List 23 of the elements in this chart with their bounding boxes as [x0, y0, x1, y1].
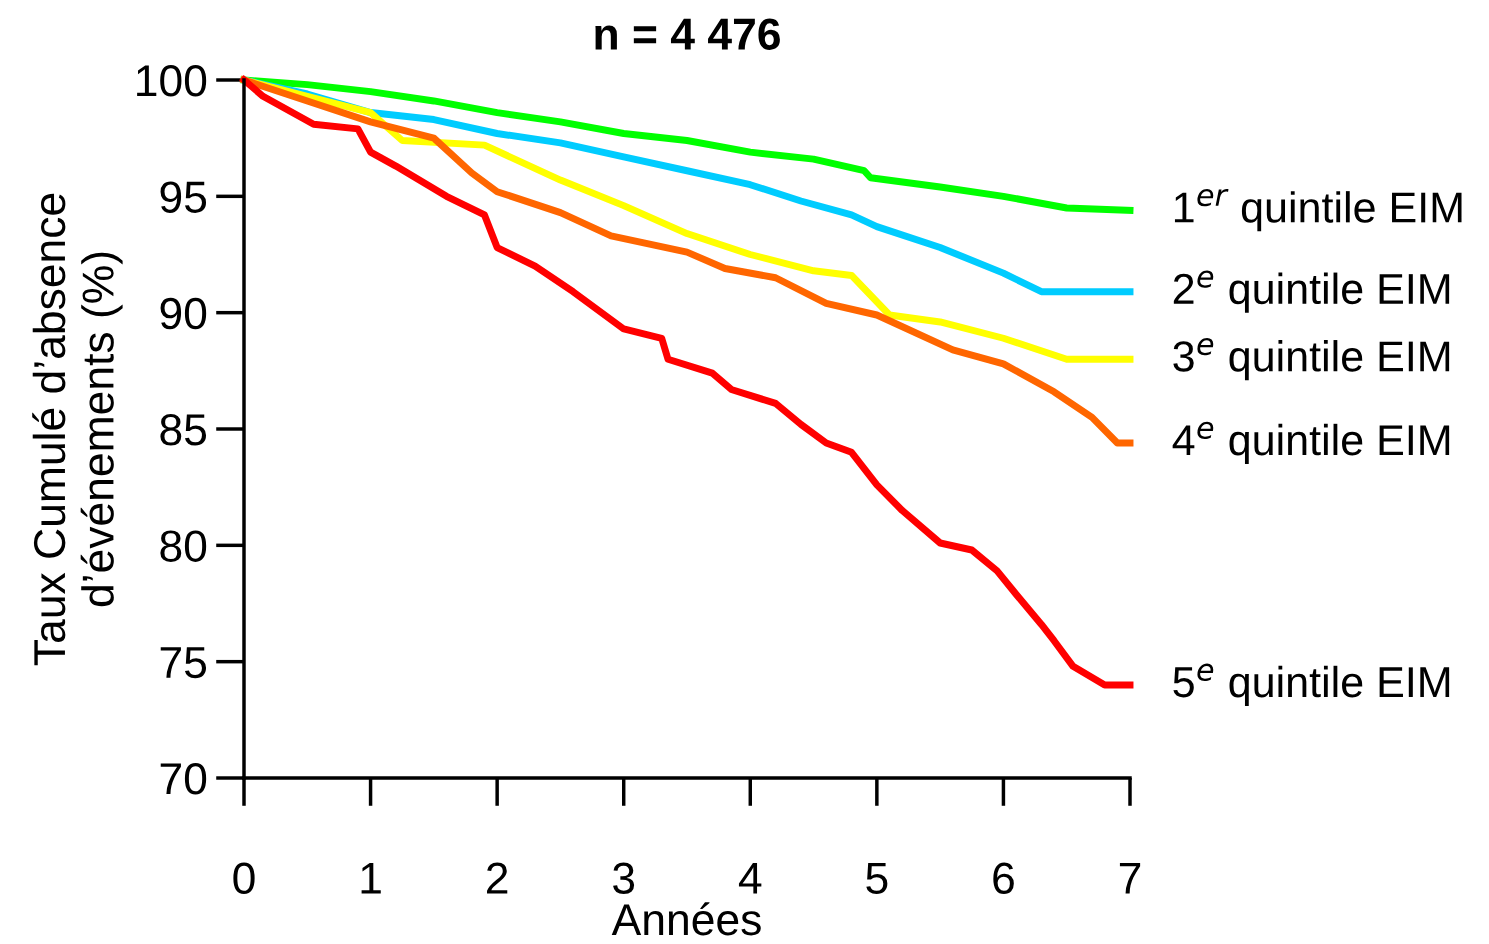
x-tick-label: 7 [1119, 862, 1141, 894]
x-tick-label: 1 [361, 862, 381, 894]
x-tick-label: 6 [993, 862, 1014, 894]
x-tick-label: 4 [738, 862, 762, 894]
x-tick-label: 5 [866, 862, 888, 894]
y-tick-label: 75 [160, 647, 207, 679]
y-tick-label: 95 [160, 181, 207, 213]
x-tick-label: 0 [233, 862, 255, 894]
x-tick-label: 2 [487, 862, 508, 894]
y-tick-label: 85 [160, 414, 207, 446]
series-label: 4$^{e}$ quintile EIM [1172, 421, 1450, 464]
chart-title: n = 4 476 [595, 18, 780, 50]
y-tick-label: 100 [137, 65, 207, 97]
series-label: 3$^{e}$ quintile EIM [1173, 337, 1450, 381]
series-label: 1$^{er}$ quintile EIM [1174, 188, 1462, 232]
y-tick-label: 90 [160, 297, 207, 330]
y-tick-label: 80 [160, 530, 207, 562]
y-axis-title: Taux Cumulé d’absence d’événements (%) [32, 193, 123, 666]
series-label: 2$^{e}$ quintile EIM [1173, 270, 1450, 313]
series-label: 5$^{e}$ quintile EIM [1173, 663, 1450, 706]
x-axis-title: Années [611, 902, 761, 936]
y-tick-label: 70 [160, 763, 207, 795]
x-tick-label: 3 [613, 862, 635, 894]
